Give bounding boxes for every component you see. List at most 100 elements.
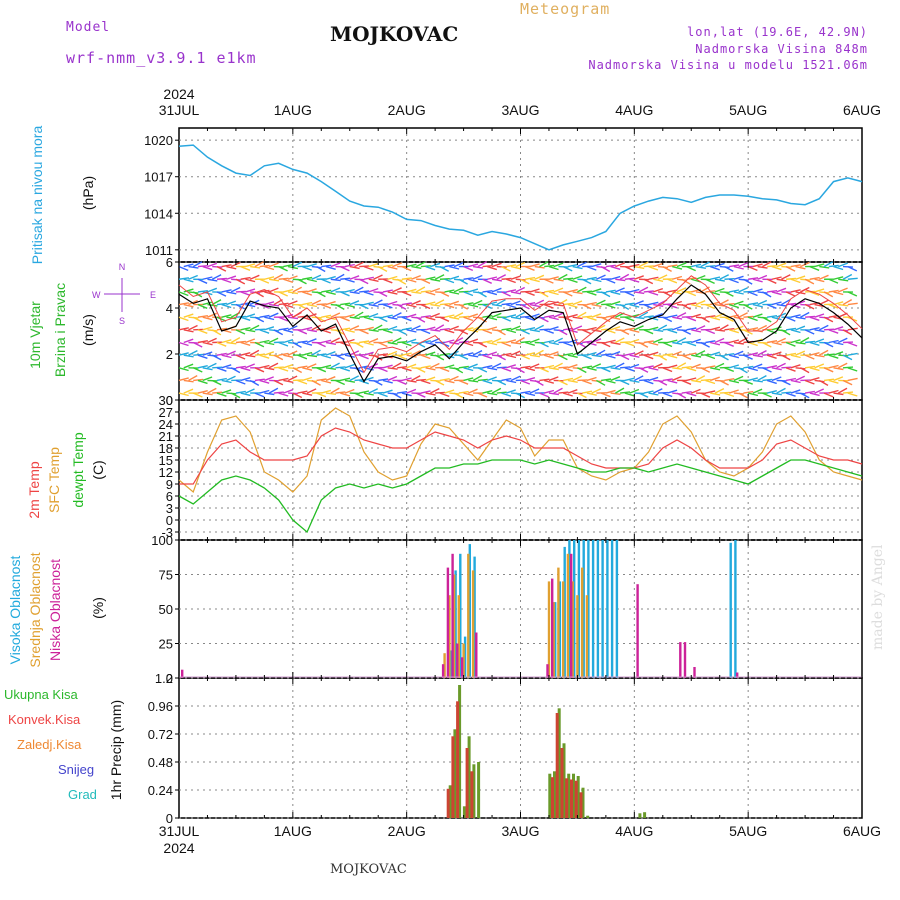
wind-barb xyxy=(340,316,350,322)
wind-barb xyxy=(344,338,355,344)
precip-tick-label: 1.2 xyxy=(155,671,173,686)
wind-barb xyxy=(506,314,517,318)
wind-barb xyxy=(596,299,606,306)
wind-barb xyxy=(349,265,360,270)
wind-barb xyxy=(733,265,744,270)
wind-barb xyxy=(496,354,506,361)
wind-barb xyxy=(676,312,687,318)
cloud-bar-high xyxy=(615,540,619,678)
wind-barb xyxy=(192,392,203,398)
wind-barb xyxy=(254,261,264,268)
wind-barb xyxy=(178,352,189,356)
wind-barb xyxy=(747,377,758,382)
wind-barb xyxy=(529,338,540,344)
wind-barb xyxy=(330,362,340,369)
wind-barb xyxy=(653,329,664,332)
wind-barb xyxy=(548,276,559,280)
wind-barb xyxy=(221,339,232,344)
top-date-label: 3AUG xyxy=(501,102,539,118)
wind-barb xyxy=(629,313,640,318)
wind-barb xyxy=(724,316,734,322)
wind-barb xyxy=(302,392,313,396)
wind-barb xyxy=(207,287,218,293)
wind-barb xyxy=(837,362,848,369)
wind-barb xyxy=(249,274,260,280)
wind-barb xyxy=(259,389,270,394)
wind-barb xyxy=(449,300,460,306)
bottom-date-label: 5AUG xyxy=(729,823,767,839)
wind-barb xyxy=(629,363,640,369)
wind-barb xyxy=(306,354,318,358)
wind-barb xyxy=(624,265,635,272)
wind-barb xyxy=(401,341,412,347)
wind-barb xyxy=(733,350,744,356)
wind-barb xyxy=(624,367,635,372)
wind-barb xyxy=(425,341,436,346)
wind-barb xyxy=(752,288,763,293)
wind-barb xyxy=(496,274,507,280)
wind-barb xyxy=(667,389,678,394)
wind-barb xyxy=(411,274,421,280)
precip-bar-total xyxy=(553,771,556,818)
wind-barb xyxy=(719,324,729,331)
wind-barb xyxy=(662,378,673,382)
precip-bar-convective xyxy=(451,736,455,818)
wind-barb xyxy=(264,341,275,346)
wind-barb xyxy=(534,349,544,356)
cloud-bar-mid xyxy=(576,595,579,678)
wind-barb xyxy=(444,389,455,394)
wind-barb xyxy=(506,264,517,268)
wind-barb xyxy=(377,291,388,298)
wind-barb xyxy=(629,303,640,308)
wind-barb xyxy=(657,354,668,361)
wind-barb xyxy=(686,302,697,306)
cloud-bar-high xyxy=(577,540,581,678)
compass-east: E xyxy=(150,290,156,300)
wind-barb xyxy=(316,367,327,373)
wind-barb xyxy=(785,367,796,372)
wind-barb xyxy=(382,278,393,284)
wind-barb xyxy=(544,339,555,344)
wind-barb xyxy=(847,392,858,397)
wind-barb xyxy=(487,316,498,321)
wind-barb xyxy=(453,287,464,293)
wind-barb xyxy=(425,351,436,356)
wind-barb xyxy=(449,275,460,280)
wind-barb xyxy=(581,379,592,385)
wind-barb xyxy=(382,379,393,384)
precip-bar-total xyxy=(448,785,452,818)
wind-barb xyxy=(643,365,654,369)
cloud-tick-label: 75 xyxy=(159,568,173,583)
wind-barb xyxy=(719,354,729,361)
wind-barb xyxy=(283,389,294,394)
wind-barb xyxy=(235,278,246,285)
cloud-bar-high xyxy=(729,542,732,678)
wind-barb xyxy=(482,315,493,318)
wind-barb xyxy=(714,287,725,293)
wind-barb xyxy=(226,265,237,270)
wind-barb xyxy=(771,265,782,271)
wind-barb xyxy=(245,288,256,293)
wind-barb xyxy=(392,312,402,318)
wind-barb xyxy=(577,392,587,399)
wind-barb xyxy=(653,338,663,344)
wind-barb xyxy=(491,303,503,307)
wind-barb xyxy=(567,263,578,268)
wind-barb xyxy=(259,354,270,359)
wind-barb xyxy=(363,265,374,271)
wind-barb xyxy=(610,392,621,395)
wind-barb xyxy=(695,300,706,306)
wind-barb xyxy=(392,392,402,399)
wind-barb xyxy=(306,338,317,344)
wind-barb xyxy=(339,291,350,297)
wind-barb xyxy=(235,365,246,369)
wind-barb xyxy=(207,303,218,307)
precip-bar-total xyxy=(467,736,471,818)
wind-barb xyxy=(747,265,758,272)
wind-barb xyxy=(572,325,583,331)
wind-barb xyxy=(790,329,801,334)
wind-barb xyxy=(482,379,493,385)
wind-barb xyxy=(482,390,493,394)
wind-barb xyxy=(235,329,246,335)
wind-barb xyxy=(610,291,621,295)
